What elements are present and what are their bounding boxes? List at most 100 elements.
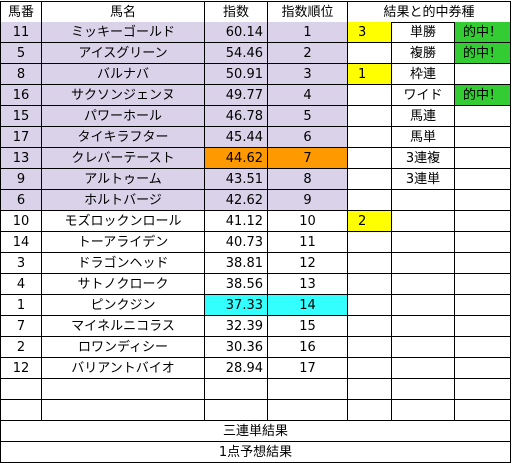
result-place-cell[interactable] (348, 337, 392, 358)
result-place-cell[interactable]: 2 (348, 211, 392, 232)
ticket-type-cell[interactable]: 馬単 (392, 127, 455, 148)
hit-status-cell[interactable] (455, 400, 511, 421)
ticket-type-cell[interactable] (392, 400, 455, 421)
index-value-cell[interactable]: 45.44 (205, 127, 268, 148)
horse-name-cell[interactable]: ドラゴンヘッド (42, 253, 205, 274)
one-point-prediction-row[interactable]: 1点予想結果 (0, 442, 511, 463)
index-value-cell[interactable]: 30.36 (205, 337, 268, 358)
index-rank-cell[interactable]: 13 (268, 274, 348, 295)
hit-status-cell[interactable]: 的中！ (455, 43, 511, 64)
result-place-cell[interactable] (348, 148, 392, 169)
ticket-type-cell[interactable]: 単勝 (392, 22, 455, 43)
horse-number-cell[interactable]: 7 (0, 316, 42, 337)
result-place-cell[interactable]: 3 (348, 22, 392, 43)
index-value-cell[interactable] (205, 400, 268, 421)
horse-number-cell[interactable] (0, 379, 42, 400)
index-rank-cell[interactable]: 11 (268, 232, 348, 253)
horse-number-cell[interactable]: 6 (0, 190, 42, 211)
hit-status-cell[interactable] (455, 379, 511, 400)
horse-name-cell[interactable]: ホルトバージ (42, 190, 205, 211)
result-place-cell[interactable] (348, 169, 392, 190)
hit-status-cell[interactable] (455, 190, 511, 211)
horse-number-cell[interactable]: 16 (0, 85, 42, 106)
index-rank-cell[interactable]: 2 (268, 43, 348, 64)
index-rank-cell[interactable]: 17 (268, 358, 348, 379)
result-place-cell[interactable] (348, 400, 392, 421)
ticket-type-cell[interactable] (392, 358, 455, 379)
ticket-type-cell[interactable]: 複勝 (392, 43, 455, 64)
ticket-type-cell[interactable] (392, 211, 455, 232)
hit-status-cell[interactable] (455, 127, 511, 148)
ticket-type-cell[interactable] (392, 232, 455, 253)
hit-status-cell[interactable] (455, 358, 511, 379)
ticket-type-cell[interactable] (392, 274, 455, 295)
ticket-type-cell[interactable] (392, 295, 455, 316)
horse-name-cell[interactable]: サトノクローク (42, 274, 205, 295)
ticket-type-cell[interactable]: 3連複 (392, 148, 455, 169)
index-rank-cell[interactable]: 6 (268, 127, 348, 148)
horse-name-cell[interactable]: パワーホール (42, 106, 205, 127)
horse-number-cell[interactable]: 4 (0, 274, 42, 295)
result-place-cell[interactable] (348, 358, 392, 379)
horse-number-cell[interactable]: 3 (0, 253, 42, 274)
index-rank-cell[interactable] (268, 379, 348, 400)
index-value-cell[interactable]: 28.94 (205, 358, 268, 379)
horse-name-cell[interactable]: タイキラフター (42, 127, 205, 148)
index-value-cell[interactable]: 41.12 (205, 211, 268, 232)
horse-name-cell[interactable]: モズロックンロール (42, 211, 205, 232)
hit-status-cell[interactable] (455, 295, 511, 316)
result-place-cell[interactable] (348, 190, 392, 211)
index-rank-cell[interactable]: 1 (268, 22, 348, 43)
index-value-cell[interactable]: 60.14 (205, 22, 268, 43)
index-value-cell[interactable]: 46.78 (205, 106, 268, 127)
hit-status-cell[interactable] (455, 148, 511, 169)
ticket-type-cell[interactable] (392, 316, 455, 337)
result-place-cell[interactable] (348, 43, 392, 64)
result-place-cell[interactable] (348, 106, 392, 127)
index-rank-cell[interactable]: 8 (268, 169, 348, 190)
hit-status-cell[interactable] (455, 64, 511, 85)
horse-name-cell[interactable]: バリアントバイオ (42, 358, 205, 379)
horse-number-cell[interactable]: 5 (0, 43, 42, 64)
hit-status-cell[interactable] (455, 106, 511, 127)
hit-status-cell[interactable] (455, 169, 511, 190)
horse-name-cell[interactable]: トーアライデン (42, 232, 205, 253)
index-value-cell[interactable]: 38.56 (205, 274, 268, 295)
horse-number-cell[interactable]: 9 (0, 169, 42, 190)
index-rank-cell[interactable]: 4 (268, 85, 348, 106)
horse-number-cell[interactable]: 17 (0, 127, 42, 148)
result-place-cell[interactable] (348, 127, 392, 148)
index-value-cell[interactable]: 43.51 (205, 169, 268, 190)
horse-number-cell[interactable]: 8 (0, 64, 42, 85)
index-value-cell[interactable]: 50.91 (205, 64, 268, 85)
hit-status-cell[interactable]: 的中！ (455, 22, 511, 43)
ticket-type-cell[interactable] (392, 379, 455, 400)
index-value-cell[interactable]: 44.62 (205, 148, 268, 169)
horse-number-cell[interactable]: 12 (0, 358, 42, 379)
index-rank-cell[interactable]: 12 (268, 253, 348, 274)
hit-status-cell[interactable] (455, 253, 511, 274)
index-rank-cell[interactable]: 15 (268, 316, 348, 337)
index-value-cell[interactable]: 49.77 (205, 85, 268, 106)
result-place-cell[interactable] (348, 232, 392, 253)
index-rank-cell[interactable]: 3 (268, 64, 348, 85)
horse-number-cell[interactable]: 13 (0, 148, 42, 169)
result-place-cell[interactable] (348, 316, 392, 337)
horse-number-cell[interactable]: 15 (0, 106, 42, 127)
index-value-cell[interactable]: 40.73 (205, 232, 268, 253)
horse-number-cell[interactable]: 11 (0, 22, 42, 43)
horse-name-cell[interactable]: アルトゥーム (42, 169, 205, 190)
result-place-cell[interactable] (348, 379, 392, 400)
header-rank[interactable]: 指数順位 (268, 1, 348, 23)
index-rank-cell[interactable]: 7 (268, 148, 348, 169)
header-number[interactable]: 馬番 (0, 1, 42, 23)
horse-name-cell[interactable]: アイスグリーン (42, 43, 205, 64)
ticket-type-cell[interactable]: 3連単 (392, 169, 455, 190)
index-rank-cell[interactable]: 10 (268, 211, 348, 232)
header-result-ticket[interactable]: 結果と的中券種 (348, 1, 511, 23)
hit-status-cell[interactable]: 的中！ (455, 85, 511, 106)
hit-status-cell[interactable] (455, 232, 511, 253)
hit-status-cell[interactable] (455, 274, 511, 295)
ticket-type-cell[interactable]: ワイド (392, 85, 455, 106)
result-place-cell[interactable]: 1 (348, 64, 392, 85)
